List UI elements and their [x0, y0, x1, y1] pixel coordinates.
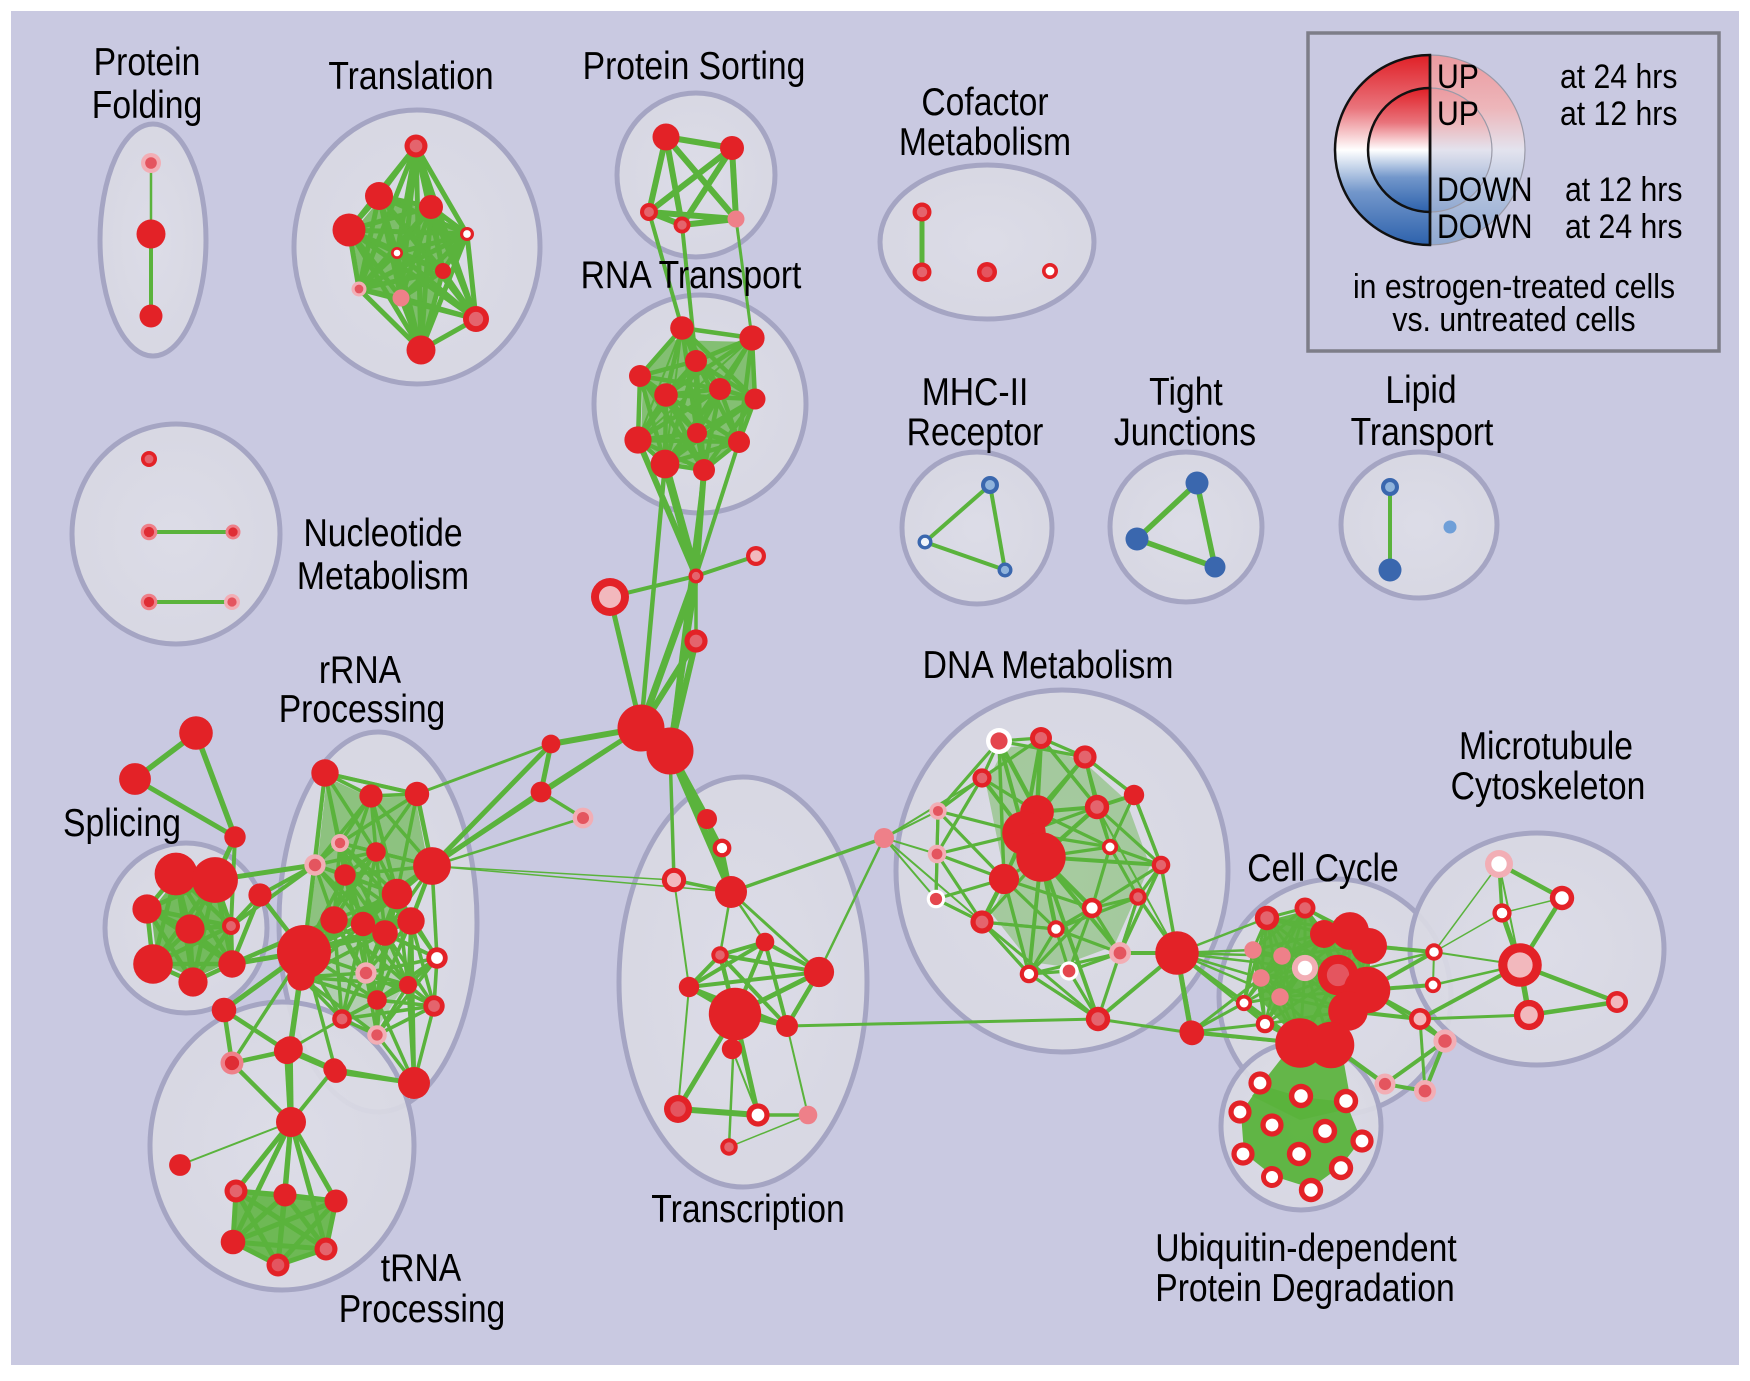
svg-text:Cofactor: Cofactor — [921, 80, 1048, 124]
svg-text:at 24 hrs: at 24 hrs — [1560, 57, 1677, 95]
svg-text:Protein Degradation: Protein Degradation — [1155, 1266, 1454, 1310]
svg-text:Processing: Processing — [339, 1287, 506, 1331]
svg-text:tRNA: tRNA — [381, 1246, 462, 1290]
svg-text:DOWN: DOWN — [1437, 207, 1533, 245]
svg-text:Processing: Processing — [279, 687, 446, 731]
svg-text:Ubiquitin-dependent: Ubiquitin-dependent — [1155, 1226, 1456, 1270]
svg-text:Splicing: Splicing — [63, 801, 181, 845]
svg-text:in estrogen-treated cells: in estrogen-treated cells — [1353, 267, 1675, 305]
svg-text:UP: UP — [1437, 94, 1479, 132]
svg-text:Microtubule: Microtubule — [1459, 724, 1633, 768]
svg-text:MHC-II: MHC-II — [922, 370, 1029, 414]
svg-text:Transcription: Transcription — [651, 1187, 844, 1231]
svg-text:Cell Cycle: Cell Cycle — [1247, 846, 1399, 890]
svg-text:DNA Metabolism: DNA Metabolism — [923, 643, 1174, 687]
svg-text:Receptor: Receptor — [907, 410, 1044, 454]
svg-text:vs. untreated cells: vs. untreated cells — [1392, 300, 1635, 338]
svg-text:Junctions: Junctions — [1114, 410, 1256, 454]
svg-text:at 24 hrs: at 24 hrs — [1565, 207, 1682, 245]
svg-text:Metabolism: Metabolism — [297, 554, 469, 598]
svg-text:Tight: Tight — [1149, 370, 1223, 414]
svg-text:at 12 hrs: at 12 hrs — [1565, 170, 1682, 208]
svg-text:Nucleotide: Nucleotide — [303, 511, 462, 555]
svg-text:UP: UP — [1437, 57, 1479, 95]
svg-text:DOWN: DOWN — [1437, 170, 1533, 208]
svg-text:Cytoskeleton: Cytoskeleton — [1451, 764, 1646, 808]
svg-text:at 12 hrs: at 12 hrs — [1560, 94, 1677, 132]
svg-text:Protein Sorting: Protein Sorting — [583, 44, 806, 88]
svg-text:RNA Transport: RNA Transport — [581, 253, 802, 297]
svg-text:rRNA: rRNA — [319, 648, 402, 692]
svg-text:Lipid: Lipid — [1385, 368, 1456, 412]
svg-text:Folding: Folding — [92, 83, 202, 127]
svg-text:Protein: Protein — [94, 40, 201, 84]
svg-text:Translation: Translation — [328, 54, 493, 98]
svg-text:Transport: Transport — [1351, 410, 1494, 454]
svg-text:Metabolism: Metabolism — [899, 120, 1071, 164]
